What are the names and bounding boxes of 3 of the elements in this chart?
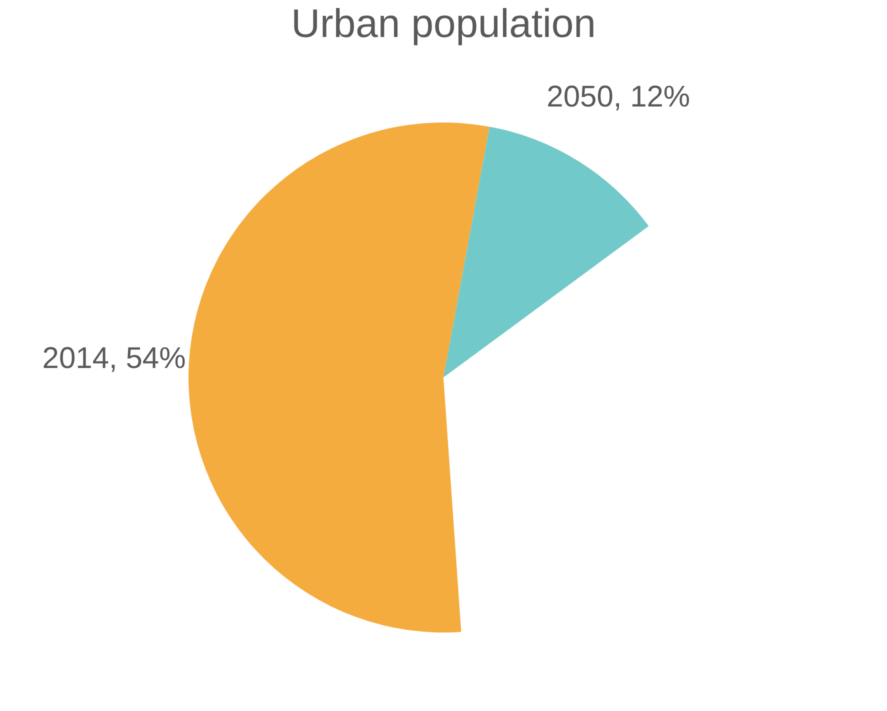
slice-label: 2014, 54% [42,342,186,376]
chart-title: Urban population [291,2,596,46]
slice-label: 2050, 12% [546,80,690,114]
